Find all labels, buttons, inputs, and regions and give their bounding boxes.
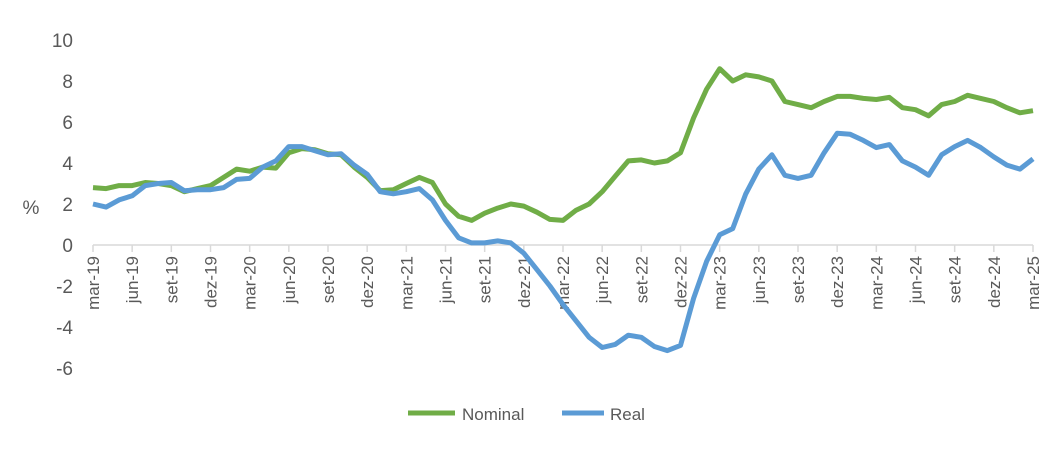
x-tick-label: dez-21 <box>515 256 534 308</box>
x-tick-label: mar-19 <box>84 256 103 310</box>
x-tick-label: mar-21 <box>397 256 416 310</box>
x-tick-label: dez-19 <box>202 256 221 308</box>
x-tick-label: mar-25 <box>1024 256 1043 310</box>
y-axis: -6 -4 -2 0 2 4 6 8 10 <box>52 31 74 380</box>
y-tick-label: 4 <box>62 154 73 175</box>
series-lines <box>92 66 1035 354</box>
x-tick-label: set-23 <box>789 256 808 303</box>
legend-label-nominal: Nominal <box>462 405 524 424</box>
x-tick-label: set-20 <box>319 256 338 303</box>
legend: Nominal Real <box>408 405 645 424</box>
x-tick-label: mar-20 <box>241 256 260 310</box>
series-line-real <box>92 130 1035 354</box>
x-axis: mar-19 jun-19 set-19 dez-19 mar-20 jun-20 set-… <box>84 245 1043 310</box>
y-tick-label: 8 <box>62 72 73 93</box>
x-tick-label: set-24 <box>946 256 965 303</box>
x-tick-label: jun-22 <box>593 256 612 304</box>
x-tick-label: jun-24 <box>907 256 926 304</box>
y-tick-label: -6 <box>56 359 73 380</box>
x-tick-label: jun-19 <box>123 256 142 304</box>
y-tick-label: 6 <box>62 113 73 134</box>
x-tick-label: mar-24 <box>867 256 886 310</box>
x-tick-label: jun-21 <box>437 256 456 304</box>
legend-label-real: Real <box>610 405 645 424</box>
x-tick-label: dez-24 <box>985 256 1004 308</box>
x-tick-label: dez-23 <box>828 256 847 308</box>
x-tick-label: mar-23 <box>711 256 730 310</box>
y-tick-label: 2 <box>62 195 73 216</box>
x-tick-label: jun-20 <box>280 256 299 304</box>
x-tick-label: set-21 <box>476 256 495 303</box>
y-tick-label: 10 <box>52 31 73 52</box>
x-tick-label: set-22 <box>632 256 651 303</box>
x-tick-label: dez-20 <box>358 256 377 308</box>
series-line-nominal <box>92 66 1034 223</box>
y-tick-label: -2 <box>56 277 73 298</box>
x-tick-label: jun-23 <box>750 256 769 304</box>
x-tick-label: dez-22 <box>672 256 691 308</box>
y-tick-label: -4 <box>56 318 73 339</box>
y-axis-label: % <box>23 198 40 219</box>
y-tick-label: 0 <box>62 236 73 257</box>
x-tick-label: set-19 <box>162 256 181 303</box>
